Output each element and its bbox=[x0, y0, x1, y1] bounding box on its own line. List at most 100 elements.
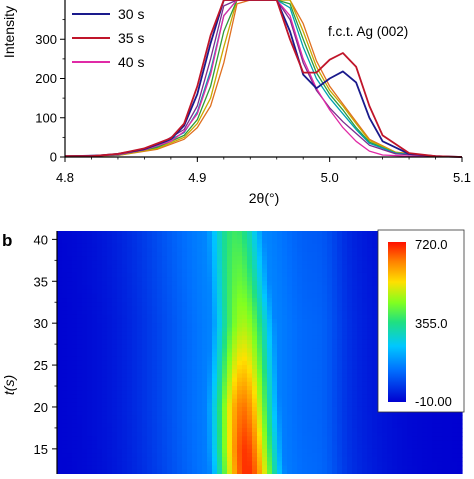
heatmap-cell bbox=[332, 398, 338, 404]
heatmap-cell bbox=[127, 411, 133, 416]
heatmap-cell bbox=[357, 235, 363, 240]
heatmap-cell bbox=[127, 231, 133, 236]
heatmap-cell bbox=[297, 302, 303, 308]
heatmap-cell bbox=[107, 406, 113, 412]
heatmap-cell bbox=[337, 272, 343, 278]
heatmap-cell bbox=[62, 339, 68, 345]
heatmap-cell bbox=[302, 272, 308, 278]
heatmap-cell bbox=[97, 331, 103, 337]
heatmap-cell bbox=[87, 272, 93, 278]
heatmap-cell bbox=[242, 436, 248, 442]
heatmap-cell bbox=[407, 436, 413, 442]
heatmap-cell bbox=[247, 365, 253, 370]
heatmap-cell bbox=[342, 289, 348, 295]
heatmap-cell bbox=[67, 394, 73, 400]
heatmap-cell bbox=[112, 306, 118, 312]
heatmap-cell bbox=[362, 427, 368, 433]
heatmap-cell bbox=[167, 231, 173, 236]
heatmap-cell bbox=[302, 281, 308, 287]
heatmap-cell bbox=[352, 231, 358, 236]
heatmap-cell bbox=[287, 394, 293, 400]
heatmap-cell bbox=[427, 453, 433, 458]
heatmap-cell bbox=[132, 390, 138, 395]
heatmap-cell bbox=[442, 436, 448, 442]
heatmap-cell bbox=[372, 264, 378, 270]
heatmap-cell bbox=[322, 419, 328, 425]
heatmap-cell bbox=[352, 247, 358, 253]
heatmap-cell bbox=[292, 390, 298, 395]
heatmap-cell bbox=[172, 419, 178, 425]
heatmap-cell bbox=[352, 293, 358, 299]
heatmap-cell bbox=[102, 323, 108, 328]
heatmap-cell bbox=[327, 381, 333, 387]
heatmap-cell bbox=[177, 356, 183, 362]
heatmap-cell bbox=[67, 453, 73, 458]
heatmap-cell bbox=[327, 310, 333, 316]
heatmap-cell bbox=[212, 423, 218, 429]
heatmap-cell bbox=[282, 419, 288, 425]
heatmap-cell bbox=[72, 331, 78, 337]
heatmap-cell bbox=[362, 318, 368, 324]
heatmap-cell bbox=[147, 469, 153, 475]
heatmap-cell bbox=[162, 453, 168, 458]
heatmap-cell bbox=[332, 411, 338, 416]
heatmap-cell bbox=[187, 406, 193, 412]
heatmap-cell bbox=[357, 293, 363, 299]
heatmap-cell bbox=[152, 331, 158, 337]
heatmap-cell bbox=[277, 289, 283, 295]
heatmap-cell bbox=[157, 423, 163, 429]
heatmap-cell bbox=[292, 369, 298, 375]
heatmap-cell bbox=[197, 348, 203, 354]
heatmap-cell bbox=[97, 231, 103, 236]
heatmap-cell bbox=[347, 310, 353, 316]
heatmap-cell bbox=[132, 268, 138, 274]
heatmap-cell bbox=[167, 289, 173, 295]
heatmap-cell bbox=[337, 314, 343, 320]
heatmap-cell bbox=[157, 310, 163, 316]
heatmap-cell bbox=[287, 448, 293, 454]
heatmap-cell bbox=[292, 310, 298, 316]
heatmap-cell bbox=[92, 386, 98, 391]
heatmap-cell bbox=[192, 394, 198, 400]
heatmap-cell bbox=[362, 335, 368, 341]
heatmap-cell bbox=[192, 402, 198, 408]
heatmap-cell bbox=[222, 235, 228, 240]
heatmap-cell bbox=[342, 381, 348, 387]
heatmap-cell bbox=[367, 243, 373, 249]
heatmap-cell bbox=[337, 331, 343, 337]
heatmap-cell bbox=[352, 360, 358, 366]
heatmap-cell bbox=[257, 293, 263, 299]
heatmap-cell bbox=[362, 419, 368, 425]
heatmap-cell bbox=[227, 231, 233, 236]
series-line-5 bbox=[65, 0, 462, 158]
heatmap-cell bbox=[242, 440, 248, 446]
heatmap-cell bbox=[327, 415, 333, 421]
heatmap-cell bbox=[392, 461, 398, 467]
heatmap-cell bbox=[267, 453, 273, 458]
heatmap-cell bbox=[447, 423, 453, 429]
heatmap-cell bbox=[162, 268, 168, 274]
heatmap-cell bbox=[217, 360, 223, 366]
heatmap-cell bbox=[102, 318, 108, 324]
heatmap-cell bbox=[362, 390, 368, 395]
heatmap-cell bbox=[357, 373, 363, 379]
heatmap-cell bbox=[362, 394, 368, 400]
heatmap-cell bbox=[197, 398, 203, 404]
heatmap-cell bbox=[112, 411, 118, 416]
heatmap-cell bbox=[397, 469, 403, 475]
heatmap-cell bbox=[272, 365, 278, 370]
heatmap-cell bbox=[102, 306, 108, 312]
heatmap-cell bbox=[117, 293, 123, 299]
heatmap-cell bbox=[347, 419, 353, 425]
heatmap-cell bbox=[287, 344, 293, 349]
heatmap-cell bbox=[147, 247, 153, 253]
heatmap-cell bbox=[272, 335, 278, 341]
heatmap-cell bbox=[297, 365, 303, 370]
heatmap-cell bbox=[312, 394, 318, 400]
heatmap-cell bbox=[287, 331, 293, 337]
heatmap-cell bbox=[407, 415, 413, 421]
heatmap-cell bbox=[82, 444, 88, 450]
heatmap-cell bbox=[137, 331, 143, 337]
heatmap-cell bbox=[62, 360, 68, 366]
heatmap-cell bbox=[77, 327, 83, 333]
